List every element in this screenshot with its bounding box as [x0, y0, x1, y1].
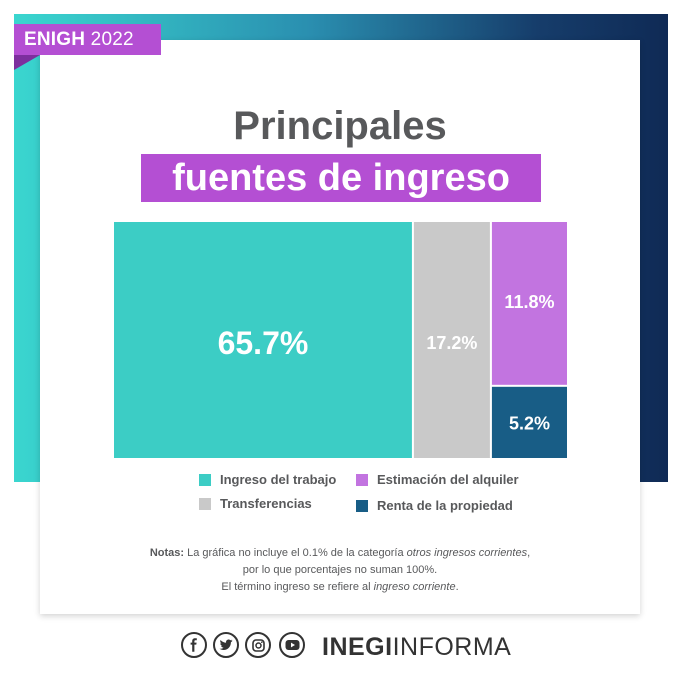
badge-fold — [14, 55, 40, 70]
treemap-cell-transferencias — [413, 222, 490, 458]
footer: INEGIINFORMA — [0, 632, 680, 668]
notes-line3-em: ingreso corriente — [373, 581, 456, 593]
legend-label: Transferencias — [220, 496, 312, 511]
treemap-label-estimacion-alquiler: 11.8% — [504, 292, 554, 312]
enigh-badge: ENIGH 2022 — [14, 24, 161, 55]
badge-bold-text: ENIGH — [24, 29, 86, 50]
treemap-cell-renta-propiedad — [491, 386, 567, 458]
notes-line-1: Notas: La gráfica no incluye el 0.1% de … — [40, 545, 640, 562]
legend-swatch — [356, 500, 368, 512]
legend-swatch — [199, 498, 211, 510]
legend-swatch — [199, 474, 211, 486]
legend-swatch — [356, 474, 368, 486]
legend-label: Ingreso del trabajo — [220, 472, 337, 487]
treemap-cell-estimacion-alquiler — [491, 222, 567, 385]
inegi-informa-logo: INEGIINFORMA — [322, 634, 511, 660]
notes-line1-a: La gráfica no incluye el 0.1% de la cate… — [187, 547, 404, 559]
badge-year-text: 2022 — [90, 29, 134, 50]
treemap-label-ingreso-trabajo: 65.7% — [218, 325, 309, 361]
notes-line3-a: El término ingreso se refiere al — [221, 581, 371, 593]
youtube-icon[interactable] — [279, 632, 305, 658]
facebook-icon[interactable] — [181, 632, 207, 658]
notes-line3-b: . — [455, 581, 459, 593]
notes-line1-b: , — [527, 547, 531, 559]
treemap-label-renta-propiedad: 5.2% — [509, 413, 550, 433]
brand-light: INFORMA — [392, 633, 512, 661]
treemap-label-transferencias: 17.2% — [426, 333, 477, 353]
notes-line1-em: otros ingresos corrientes — [406, 547, 528, 559]
chart-title-line1: Principales — [233, 104, 447, 148]
twitter-icon[interactable] — [213, 632, 239, 658]
treemap-cell-ingreso-trabajo — [114, 222, 412, 458]
notes-line-3: El término ingreso se refiere al ingreso… — [40, 579, 640, 596]
legend-label: Estimación del alquiler — [377, 472, 519, 487]
notes-line-2: por lo que porcentajes no suman 100%. — [242, 564, 438, 576]
chart-title-line2: fuentes de ingreso — [172, 157, 510, 199]
legend-label: Renta de la propiedad — [377, 498, 513, 513]
notes-block: Notas: La gráfica no incluye el 0.1% de … — [40, 545, 640, 596]
brand-bold: INEGI — [322, 633, 393, 661]
instagram-icon[interactable] — [245, 632, 271, 658]
notes-label: Notas: — [149, 547, 185, 559]
chart-title-highlight — [141, 154, 541, 202]
